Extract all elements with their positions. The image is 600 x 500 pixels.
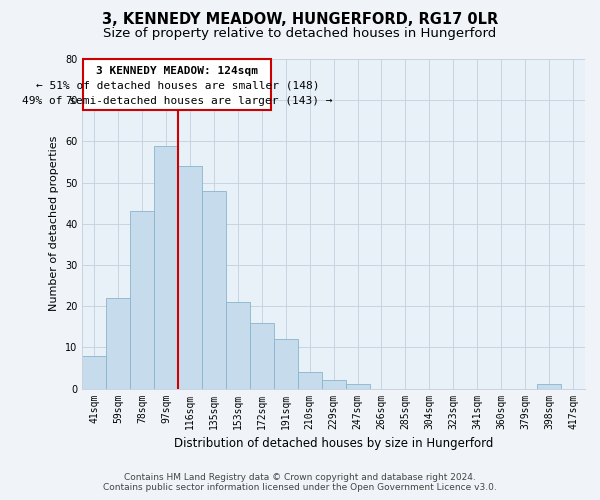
- Text: 3, KENNEDY MEADOW, HUNGERFORD, RG17 0LR: 3, KENNEDY MEADOW, HUNGERFORD, RG17 0LR: [102, 12, 498, 28]
- Text: 3 KENNEDY MEADOW: 124sqm: 3 KENNEDY MEADOW: 124sqm: [97, 66, 259, 76]
- Text: Size of property relative to detached houses in Hungerford: Size of property relative to detached ho…: [103, 28, 497, 40]
- Bar: [274, 339, 298, 388]
- Bar: [226, 302, 250, 388]
- Bar: [154, 146, 178, 388]
- FancyBboxPatch shape: [83, 59, 271, 110]
- Bar: [322, 380, 346, 388]
- Text: ← 51% of detached houses are smaller (148): ← 51% of detached houses are smaller (14…: [35, 81, 319, 91]
- X-axis label: Distribution of detached houses by size in Hungerford: Distribution of detached houses by size …: [174, 437, 493, 450]
- Bar: [298, 372, 322, 388]
- Bar: [106, 298, 130, 388]
- Bar: [178, 166, 202, 388]
- Bar: [130, 212, 154, 388]
- Bar: [250, 322, 274, 388]
- Bar: [346, 384, 370, 388]
- Bar: [537, 384, 561, 388]
- Y-axis label: Number of detached properties: Number of detached properties: [49, 136, 59, 312]
- Bar: [82, 356, 106, 388]
- Text: Contains HM Land Registry data © Crown copyright and database right 2024.
Contai: Contains HM Land Registry data © Crown c…: [103, 473, 497, 492]
- Text: 49% of semi-detached houses are larger (143) →: 49% of semi-detached houses are larger (…: [22, 96, 332, 106]
- Bar: [202, 191, 226, 388]
